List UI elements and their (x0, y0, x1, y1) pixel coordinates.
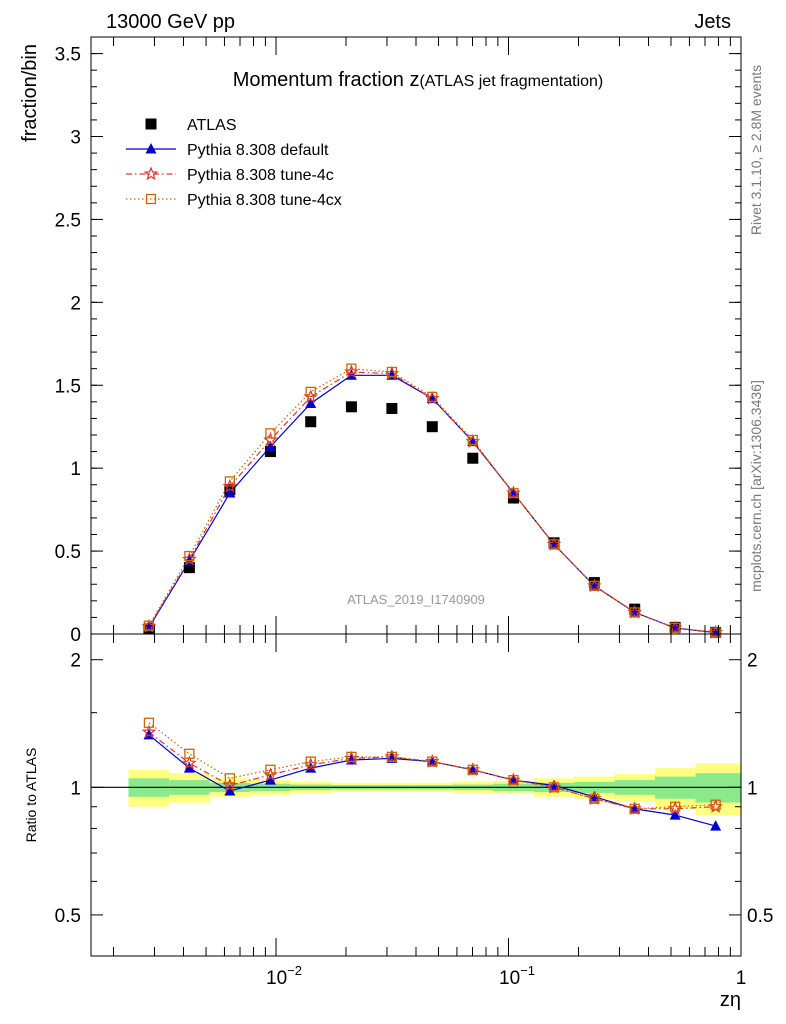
ratio-y-tick-label: 0.5 (55, 906, 81, 927)
legend-label-1: Pythia 8.308 default (187, 142, 329, 159)
main-point-s0-1 (183, 562, 195, 574)
main-point-s3-5 (346, 363, 357, 374)
ratio-point-s2-14 (710, 799, 721, 810)
ratio-point-s2-12 (629, 803, 640, 814)
ratio-point-s2-5 (346, 751, 357, 763)
main-panel: ATLAS_2019_I1740909 Momentum fraction z(… (19, 36, 742, 646)
main-point-s3-8 (467, 434, 478, 446)
ratio-point-s1-2 (222, 777, 238, 792)
main-point-s1-3 (264, 440, 276, 452)
ratio-point-s0-3 (264, 774, 276, 785)
legend: ATLAS Pythia 8.308 default Pythia 8.308 tu… (126, 117, 342, 209)
ratio-series-line-2 (148, 722, 716, 810)
main-point-s3-1 (184, 550, 195, 562)
ratio-y-tick-label: 2 (70, 651, 81, 672)
ratio-point-s2-9 (508, 774, 519, 786)
main-y-label: fraction/bin (19, 44, 41, 142)
main-point-s0-8 (467, 452, 479, 464)
main-point-s0-7 (426, 421, 438, 433)
ratio-point-s2-10 (548, 782, 560, 793)
collision-label: 13000 GeV pp (106, 11, 235, 33)
x-axis-label: zη (720, 989, 741, 1011)
main-point-s3-0 (143, 620, 155, 631)
main-point-s0-4 (305, 416, 317, 428)
main-point-s3-6 (386, 366, 398, 378)
main-point-s3-2 (224, 476, 236, 487)
ratio-point-s2-7 (427, 756, 438, 767)
ratio-point-s2-13 (670, 801, 681, 812)
main-title-suffix: (ATLAS jet fragmentation) (419, 73, 603, 90)
ratio-point-s1-1 (182, 755, 197, 770)
jets-label: Jets (694, 11, 731, 33)
rivet-label: Rivet 3.1.10, ≥ 2.8M events (748, 65, 764, 235)
legend-marker-0 (145, 118, 157, 130)
legend-marker-1 (145, 143, 157, 154)
main-point-s0-3 (264, 446, 276, 458)
ratio-y-tick-label-right: 1 (747, 778, 758, 799)
main-point-s3-10 (548, 539, 560, 550)
ratio-point-s2-0 (143, 717, 155, 728)
x-tick-label-1e-2: 10−2 (266, 963, 302, 989)
ratio-point-s2-1 (184, 748, 195, 759)
ratio-series-line-1 (148, 731, 716, 810)
main-y-tick-label: 3.5 (55, 45, 81, 66)
main-point-s3-12 (629, 607, 640, 618)
main-point-s0-5 (345, 401, 357, 413)
mcplots-label: mcplots.cern.ch [arXiv:1306.3436] (748, 380, 764, 592)
ratio-y-tick-label: 1 (70, 778, 81, 799)
main-point-s3-4 (305, 386, 316, 398)
main-y-tick-label: 2.5 (55, 210, 81, 231)
main-y-tick-label: 0.5 (55, 542, 81, 563)
legend-label-0: ATLAS (187, 117, 237, 134)
ratio-point-s2-3 (265, 764, 276, 775)
ratio-point-s2-11 (589, 793, 600, 804)
main-y-tick-label: 3 (70, 128, 81, 149)
main-title: Momentum fraction z(ATLAS jet fragmentat… (233, 69, 604, 91)
x-tick-label-1e-1: 10−1 (499, 963, 535, 989)
ratio-point-s1-0 (141, 724, 157, 739)
legend-marker-2 (143, 166, 159, 181)
ratio-point-s0-13 (669, 809, 681, 820)
ratio-point-s2-4 (305, 756, 316, 767)
ratio-point-s0-1 (183, 762, 195, 773)
main-y-tick-label: 1 (70, 459, 81, 480)
main-point-s3-3 (265, 428, 276, 439)
ratio-y-label: Ratio to ATLAS (23, 748, 39, 843)
ratio-y-tick-label-right: 2 (747, 651, 758, 672)
main-point-s3-14 (710, 627, 721, 638)
x-tick-labels: 10−2 10−1 1 (266, 963, 746, 989)
main-y-tick-label: 2 (70, 293, 81, 314)
main-point-s3-7 (427, 391, 438, 403)
main-point-s3-9 (508, 487, 519, 499)
main-title-text: Momentum fraction z (233, 69, 420, 91)
main-point-s3-11 (589, 580, 600, 592)
main-point-s1-2 (224, 487, 236, 498)
ratio-point-s2-8 (467, 764, 478, 775)
watermark: ATLAS_2019_I1740909 (347, 592, 485, 607)
main-point-s1-4 (305, 397, 317, 408)
main-point-s0-6 (386, 402, 398, 414)
legend-label-2: Pythia 8.308 tune-4c (187, 167, 334, 184)
main-y-tick-label: 0 (70, 625, 81, 646)
main-y-tick-label: 1.5 (55, 376, 81, 397)
ratio-panel: 0.5 0.5 1 1 2 2 Ratio to ATLAS 10−2 10−1 1 zη (23, 633, 773, 1011)
ratio-point-s0-2 (224, 785, 236, 796)
legend-marker-3 (145, 193, 157, 205)
ratio-point-s2-6 (386, 751, 398, 763)
main-series-line-2 (148, 371, 716, 634)
ratio-point-s2-2 (224, 773, 236, 784)
ratio-y-tick-label-right: 0.5 (747, 906, 773, 927)
ratio-point-s0-14 (710, 820, 722, 831)
x-tick-label-1: 1 (736, 968, 747, 989)
legend-label-3: Pythia 8.308 tune-4cx (187, 192, 342, 209)
